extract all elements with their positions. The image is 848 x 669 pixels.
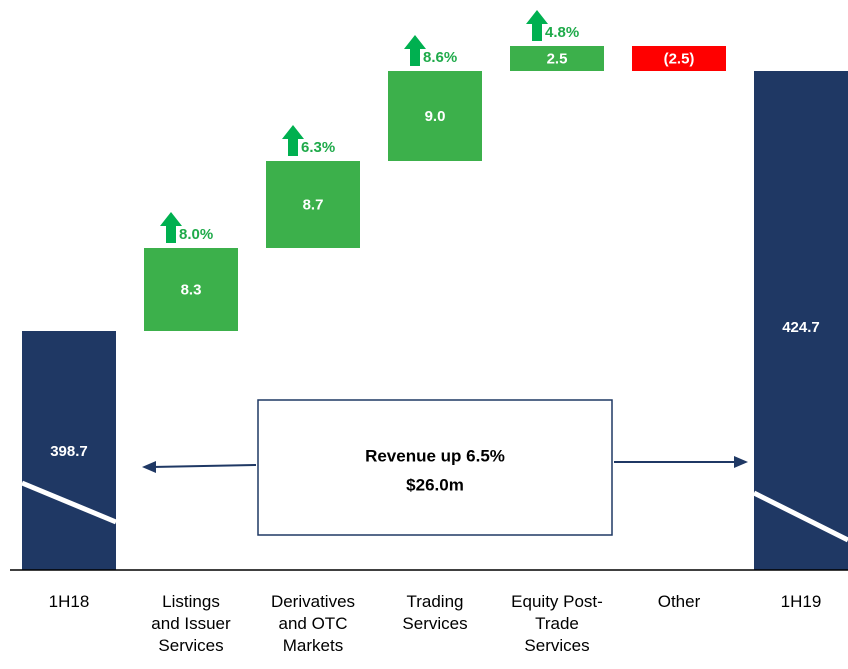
x-tick-label: Equity Post- Trade Services <box>511 592 603 655</box>
growth-arrow <box>160 212 182 243</box>
bar <box>632 46 726 71</box>
growth-label: 4.8% <box>545 24 579 41</box>
value-label: 9.0 <box>425 108 446 125</box>
annotation-text: $26.0m <box>406 475 464 494</box>
bar <box>266 161 360 248</box>
value-label: 424.7 <box>782 319 820 336</box>
value-label: 8.7 <box>303 196 324 213</box>
axis-break <box>752 490 848 543</box>
value-label: (2.5) <box>664 50 695 67</box>
x-tick-label: Derivatives and OTC Markets <box>270 592 356 655</box>
growth-arrow <box>404 35 426 66</box>
growth-label: 8.6% <box>423 49 457 66</box>
growth-label: 8.0% <box>179 226 213 243</box>
growth-label: 6.3% <box>301 139 335 156</box>
bar <box>22 331 116 570</box>
bar <box>510 46 604 71</box>
axis-break <box>21 480 117 525</box>
value-label: 2.5 <box>547 50 568 67</box>
value-label: 8.3 <box>181 281 202 298</box>
x-tick-label: Trading Services <box>402 592 468 633</box>
x-tick-label: Other <box>657 592 701 611</box>
x-tick-label: 1H19 <box>780 592 822 611</box>
value-label: 398.7 <box>50 443 88 460</box>
bar <box>754 71 848 570</box>
growth-arrow <box>526 10 548 41</box>
x-tick-label: 1H18 <box>48 592 90 611</box>
growth-arrow <box>282 125 304 156</box>
annotation-text: Revenue up 6.5% <box>365 446 505 465</box>
annotation-arrow-head <box>734 456 748 468</box>
annotation-arrow-head <box>142 461 156 473</box>
bar <box>144 248 238 331</box>
x-tick-label: Listings and Issuer Services <box>151 592 231 655</box>
annotation-arrow <box>151 464 257 468</box>
annotation-box <box>257 399 613 536</box>
bar <box>388 71 482 161</box>
